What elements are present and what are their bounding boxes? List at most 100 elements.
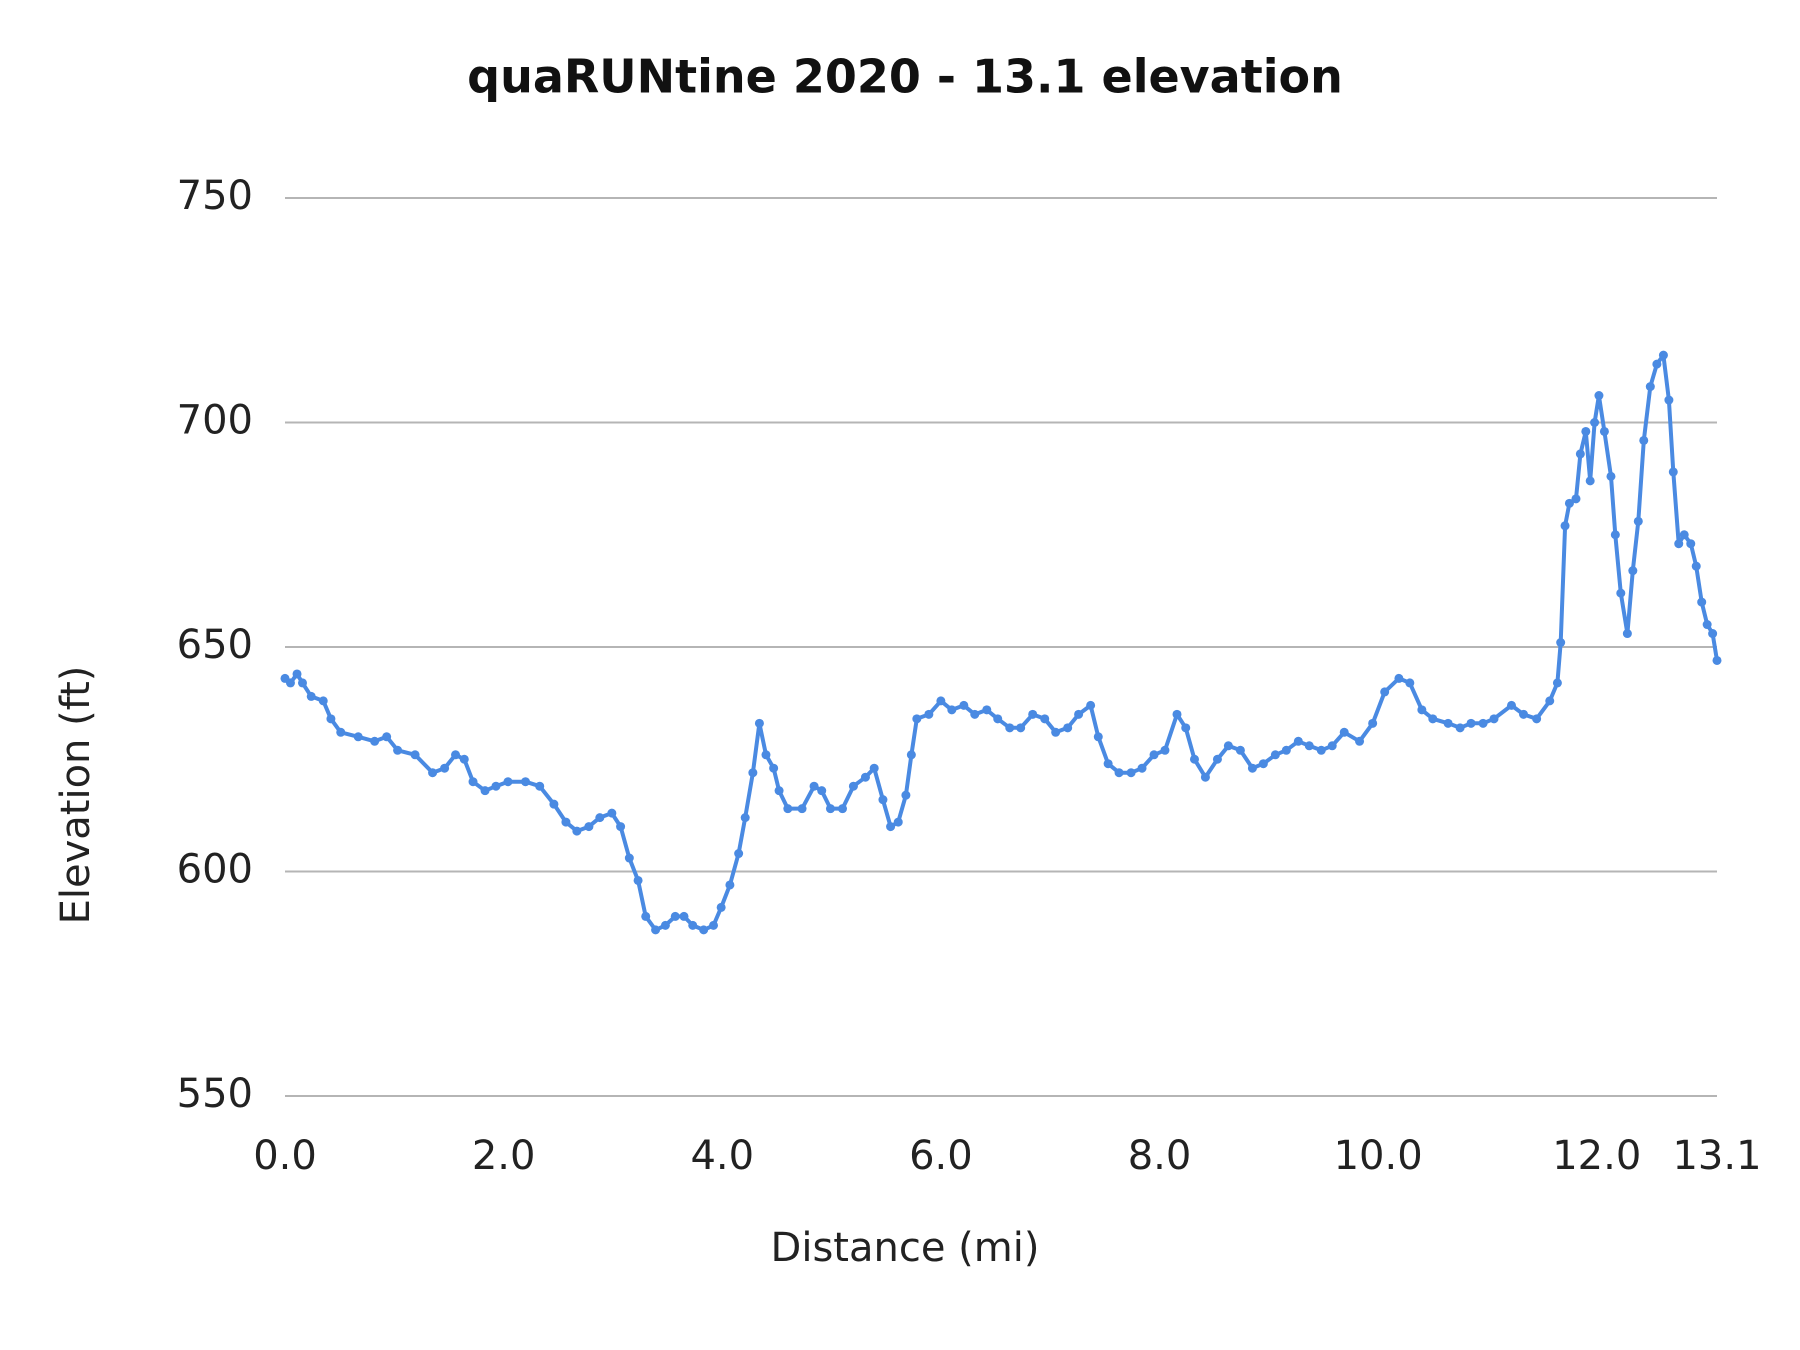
point (1633, 516, 1643, 526)
point (326, 714, 336, 724)
point (297, 678, 307, 688)
point (1063, 723, 1073, 733)
point (1258, 759, 1268, 769)
point (584, 822, 594, 832)
point (1581, 426, 1591, 436)
point (1506, 700, 1516, 710)
point (825, 804, 835, 814)
point (1005, 723, 1015, 733)
point (1394, 673, 1404, 683)
point (1691, 561, 1701, 571)
point (1149, 750, 1159, 760)
point (1478, 718, 1488, 728)
point (306, 691, 316, 701)
point (936, 696, 946, 706)
point (318, 696, 328, 706)
point (1564, 498, 1574, 508)
point (1590, 418, 1600, 427)
point (1235, 745, 1245, 755)
point (1016, 723, 1026, 733)
point (947, 705, 957, 715)
y-tick-label: 650 (177, 622, 253, 668)
point (1594, 391, 1604, 401)
point (1455, 723, 1465, 733)
point (1040, 714, 1050, 724)
point (1708, 629, 1718, 639)
point (651, 925, 661, 935)
point (886, 822, 896, 832)
point (679, 911, 689, 921)
point (740, 813, 750, 823)
point (970, 709, 980, 719)
chart-title: quaRUNtine 2020 - 13.1 elevation (467, 50, 1343, 104)
point (660, 920, 670, 930)
point (1712, 655, 1722, 665)
point (370, 736, 380, 746)
point (1428, 714, 1438, 724)
point (837, 804, 847, 814)
point (616, 822, 626, 832)
point (1702, 620, 1712, 630)
point (1247, 763, 1257, 773)
y-tick-label: 600 (177, 847, 253, 893)
point (1679, 530, 1689, 540)
point (670, 911, 680, 921)
point (878, 795, 888, 805)
point (993, 714, 1003, 724)
x-tick-label: 12.0 (1552, 1133, 1641, 1179)
point (1405, 678, 1415, 688)
point (906, 750, 916, 760)
y-tick-label: 750 (177, 173, 253, 219)
point (1610, 530, 1620, 540)
point (607, 808, 617, 818)
point (1599, 426, 1609, 436)
x-tick-label: 10.0 (1334, 1133, 1423, 1179)
x-axis-label: Distance (mi) (771, 1225, 1040, 1271)
point (491, 781, 501, 791)
point (285, 678, 295, 688)
point (959, 700, 969, 710)
x-tick-label: 13.1 (1672, 1133, 1761, 1179)
point (709, 920, 719, 930)
point (624, 853, 634, 863)
point (1697, 597, 1707, 607)
point (893, 817, 903, 827)
point (641, 911, 651, 921)
point (869, 763, 879, 773)
point (1489, 714, 1499, 724)
point (459, 754, 469, 764)
point (1160, 745, 1170, 755)
point (1686, 539, 1696, 549)
point (1466, 718, 1476, 728)
y-tick-label: 700 (177, 398, 253, 444)
point (1181, 723, 1191, 733)
point (1086, 700, 1096, 710)
point (1051, 727, 1061, 737)
point (595, 813, 605, 823)
point (774, 786, 784, 796)
point (1585, 476, 1595, 486)
y-axis-label: Elevation (ft) (53, 666, 99, 925)
point (848, 781, 858, 791)
point (1093, 732, 1103, 742)
point (1316, 745, 1326, 755)
point (754, 718, 764, 728)
point (761, 750, 771, 760)
point (1575, 449, 1585, 459)
point (982, 705, 992, 715)
point (1628, 566, 1638, 576)
point (1281, 745, 1291, 755)
point (393, 745, 403, 755)
point (817, 786, 827, 796)
point (428, 768, 438, 778)
point (1443, 718, 1453, 728)
point (1552, 678, 1562, 688)
point (1417, 705, 1427, 715)
point (1137, 763, 1147, 773)
point (1658, 350, 1668, 360)
point (468, 777, 478, 787)
point (1293, 736, 1303, 746)
point (520, 777, 530, 787)
x-tick-label: 6.0 (909, 1133, 973, 1179)
